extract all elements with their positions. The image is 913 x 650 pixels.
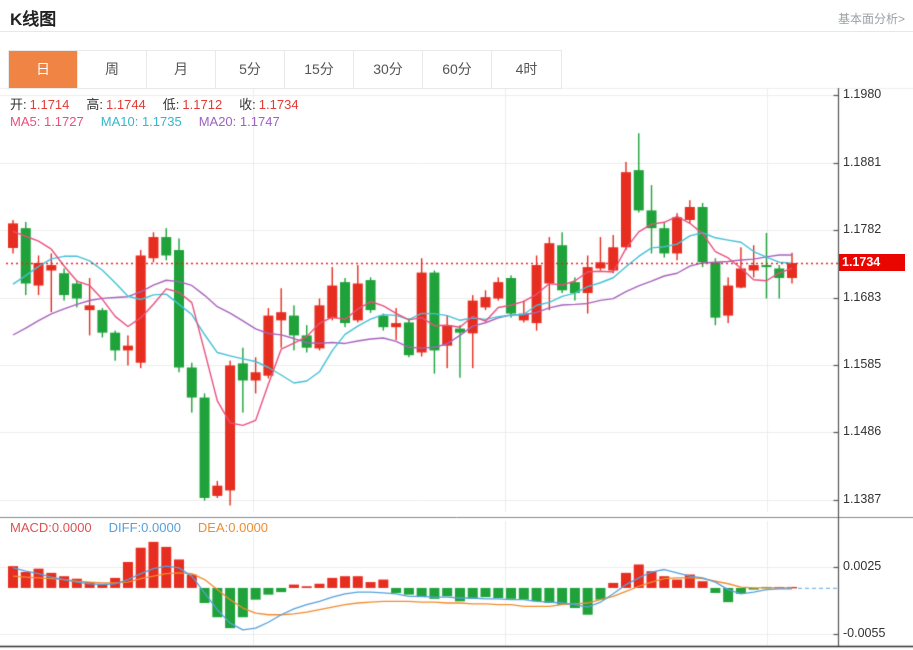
tab-4时[interactable]: 4时	[492, 51, 561, 88]
dea-value: DEA:0.0000	[197, 520, 269, 535]
ma-info-row: MA5: 1.1727 MA10: 1.1735 MA20: 1.1747	[10, 114, 280, 129]
title-divider	[0, 31, 913, 32]
ma10-value: MA10: 1.1735	[100, 114, 182, 129]
macd-info-row: MACD:0.0000 DIFF:0.0000 DEA:0.0000	[10, 520, 268, 535]
tab-15分[interactable]: 15分	[285, 51, 354, 88]
tab-5分[interactable]: 5分	[216, 51, 285, 88]
price-tick-label: 1.1683	[843, 289, 882, 304]
price-tick-label: 1.1585	[843, 356, 882, 371]
close-value: 收: 1.1734	[239, 97, 299, 112]
tab-月[interactable]: 月	[147, 51, 216, 88]
price-tick-label: 1.1881	[843, 154, 882, 169]
page-title: K线图	[10, 10, 57, 29]
tab-60分[interactable]: 60分	[423, 51, 492, 88]
price-tick-label: 1.1486	[843, 424, 882, 439]
price-tick-label: 1.1782	[843, 222, 882, 237]
price-tick-label: 1.1980	[843, 87, 882, 101]
price-tick-label: 1.1387	[843, 492, 882, 506]
ma5-value: MA5: 1.1727	[10, 114, 84, 129]
ohlc-info-row: 开: 1.1714 高: 1.1744 低: 1.1712 收: 1.1734	[10, 94, 299, 113]
period-tab-bar: 日周月 5分 15分 30分 60分 4时	[8, 50, 562, 89]
ma20-value: MA20: 1.1747	[198, 114, 280, 129]
high-value: 高: 1.1744	[86, 97, 146, 112]
tab-周[interactable]: 周	[78, 51, 147, 88]
macd-tick-label: -0.0055	[843, 626, 886, 640]
macd-value: MACD:0.0000	[10, 520, 92, 535]
low-value: 低: 1.1712	[162, 97, 223, 112]
last-price-badge: 1.1734	[839, 254, 905, 271]
tab-30分[interactable]: 30分	[354, 51, 423, 88]
open-value: 开: 1.1714	[10, 97, 70, 112]
tab-日[interactable]: 日	[9, 51, 78, 88]
fundamental-analysis-link[interactable]: 基本面分析>	[837, 12, 905, 26]
macd-tick-label: 0.0025	[843, 559, 882, 573]
diff-value: DIFF:0.0000	[108, 520, 181, 535]
